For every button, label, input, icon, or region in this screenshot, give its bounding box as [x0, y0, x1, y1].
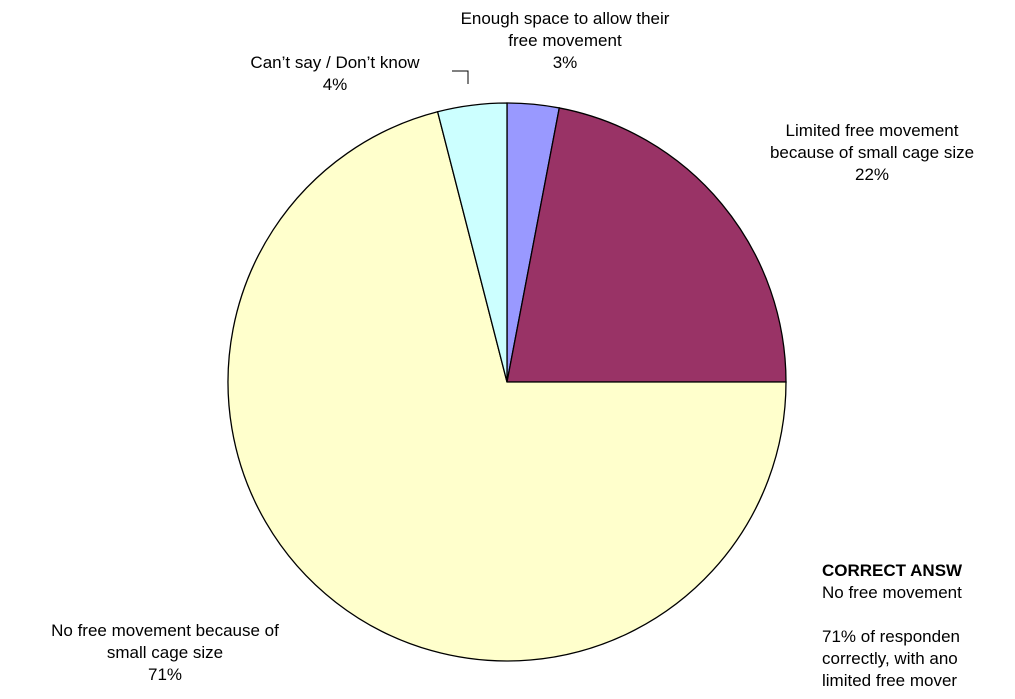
leader-line [452, 70, 469, 84]
slice-label-no-movement: No free movement because of small cage s… [51, 621, 279, 684]
slice-label-cant-say: Can’t say / Don’t know 4% [250, 53, 420, 94]
note-heading: CORRECT ANSW [822, 561, 963, 580]
pie-slice-limited-movement [506, 107, 787, 383]
pie-slice-no-movement [227, 110, 787, 662]
correct-answer-note: CORRECT ANSW No free movement 71% of res… [822, 560, 962, 692]
slice-label-limited-movement: Limited free movement because of small c… [769, 121, 975, 184]
note-line: No free movement [822, 583, 962, 602]
note-line: correctly, with ano [822, 649, 958, 668]
note-line: 71% of responden [822, 627, 960, 646]
pie-slice-cant-say [436, 102, 508, 383]
slice-label-enough-space: Enough space to allow their free movemen… [460, 9, 670, 72]
note-line: limited free mover [822, 671, 958, 690]
